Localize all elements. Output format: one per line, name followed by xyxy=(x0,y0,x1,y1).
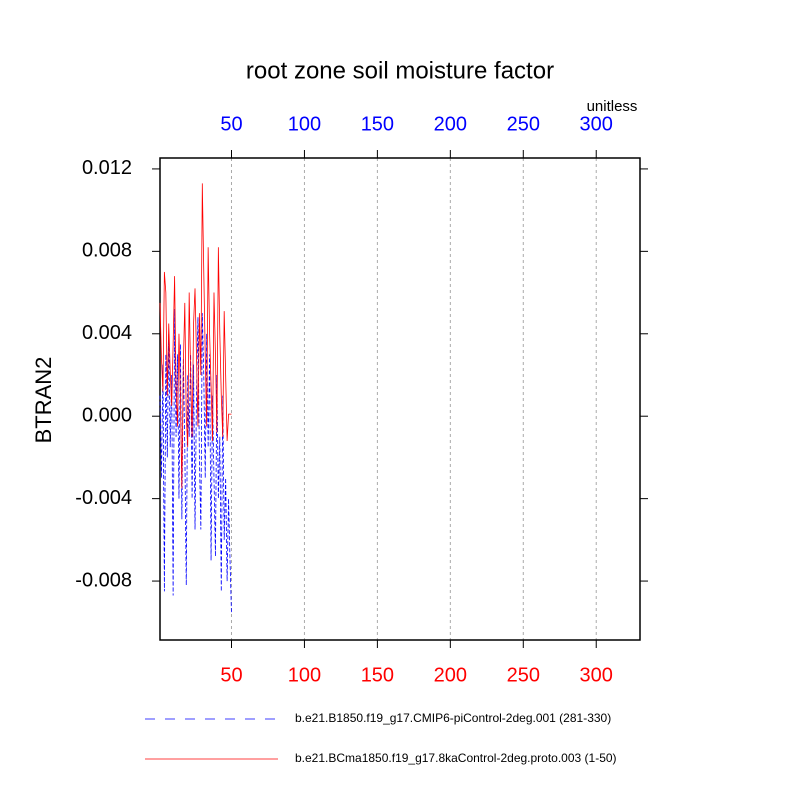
x-tick-label-top: 150 xyxy=(361,113,394,135)
x-tick-label-bottom: 200 xyxy=(434,664,467,686)
series-line xyxy=(159,183,232,489)
plot-frame xyxy=(159,157,641,641)
legend-label: b.e21.B1850.f19_g17.CMIP6-piControl-2deg… xyxy=(295,711,611,725)
x-tick-label-top: 250 xyxy=(507,113,540,135)
x-tick-label-bottom: 250 xyxy=(507,664,540,686)
y-tick-label: 0.004 xyxy=(82,322,132,344)
x-tick-label-top: 300 xyxy=(580,113,613,135)
series-line xyxy=(159,309,232,615)
y-tick-label: 0.000 xyxy=(82,404,132,426)
x-tick-label-top: 100 xyxy=(288,113,321,135)
y-tick-label: 0.012 xyxy=(82,157,132,179)
y-tick-label: -0.008 xyxy=(75,569,132,591)
units-label: unitless xyxy=(587,98,638,115)
y-tick-label: -0.004 xyxy=(75,487,132,509)
x-tick-label-bottom: 50 xyxy=(220,664,242,686)
x-tick-label-bottom: 100 xyxy=(288,664,321,686)
y-tick-label: 0.008 xyxy=(82,240,132,262)
x-tick-label-top: 50 xyxy=(220,113,242,135)
y-axis-label: BTRAN2 xyxy=(31,357,56,444)
legend-label: b.e21.BCma1850.f19_g17.8kaControl-2deg.p… xyxy=(295,751,617,765)
x-tick-label-bottom: 300 xyxy=(580,664,613,686)
x-tick-label-bottom: 150 xyxy=(361,664,394,686)
chart-title: root zone soil moisture factor xyxy=(246,57,554,84)
x-tick-label-top: 200 xyxy=(434,113,467,135)
